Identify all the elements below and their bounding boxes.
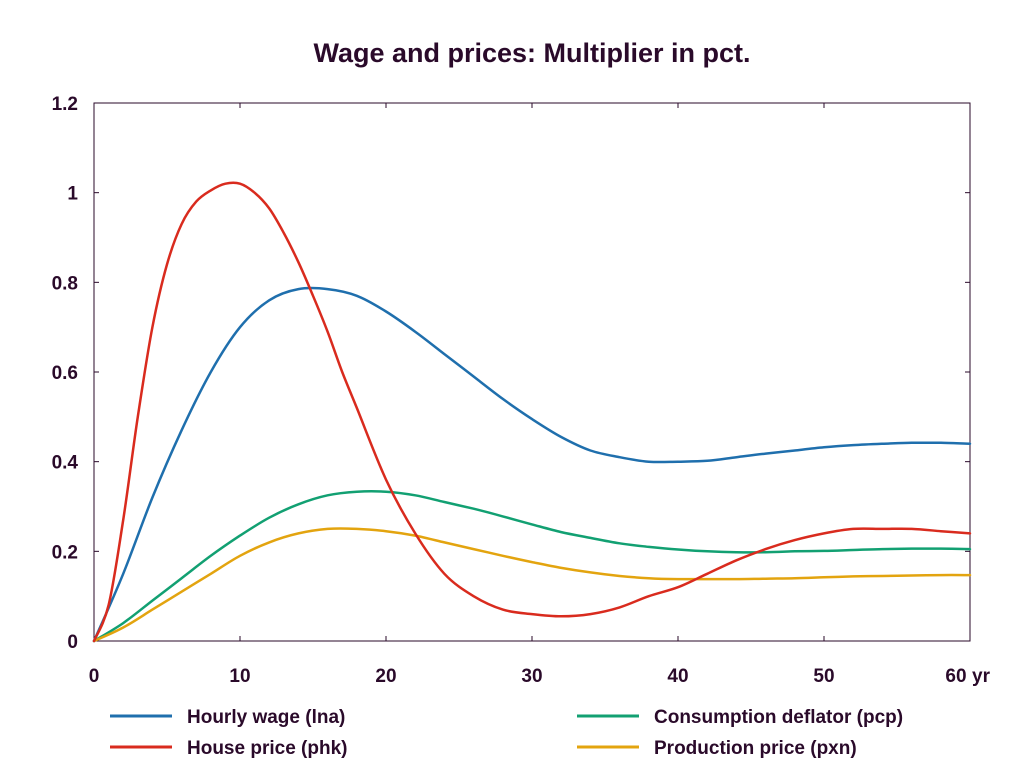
- x-unit-label: yr: [972, 666, 991, 687]
- series-layer: [92, 181, 972, 643]
- legend: Hourly wage (lna) Consumption deflator (p…: [110, 707, 903, 759]
- chart-title: Wage and prices: Multiplier in pct.: [313, 38, 750, 68]
- x-axis: 0 10 20 30 40 50 60 yr: [89, 103, 991, 687]
- series-line-3: [92, 527, 972, 643]
- y-tick-label: 0.6: [52, 363, 78, 384]
- y-tick-label: 0.4: [52, 453, 79, 474]
- series-line-1: [92, 181, 972, 643]
- x-tick-label: 30: [521, 666, 542, 687]
- x-tick-label: 20: [375, 666, 396, 687]
- y-tick-label: 1: [67, 184, 78, 205]
- x-tick-label: 60: [945, 666, 966, 687]
- x-tick-label: 50: [813, 666, 834, 687]
- x-tick-label: 0: [89, 666, 100, 687]
- x-tick-label: 10: [229, 666, 250, 687]
- legend-label: Hourly wage (lna): [187, 707, 345, 728]
- y-axis: 0 0.2 0.4 0.6 0.8 1 1.2: [52, 94, 970, 653]
- series-line-0: [92, 286, 972, 643]
- legend-label: Production price (pxn): [654, 738, 857, 759]
- legend-label: Consumption deflator (pcp): [654, 707, 903, 728]
- y-tick-label: 0.2: [52, 542, 78, 563]
- series-line-2: [92, 490, 972, 643]
- y-tick-label: 0: [67, 632, 78, 653]
- y-tick-label: 0.8: [52, 273, 78, 294]
- y-tick-label: 1.2: [52, 94, 78, 115]
- x-tick-label: 40: [667, 666, 688, 687]
- legend-label: House price (phk): [187, 738, 347, 759]
